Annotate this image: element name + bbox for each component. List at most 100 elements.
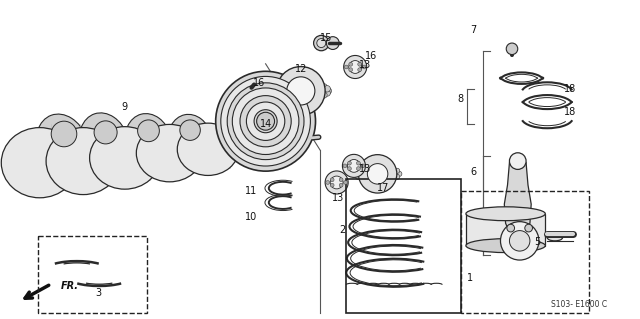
Circle shape	[314, 35, 329, 51]
Circle shape	[180, 120, 200, 140]
Circle shape	[321, 92, 327, 98]
Circle shape	[348, 161, 351, 165]
Text: 17: 17	[376, 183, 389, 193]
Circle shape	[330, 176, 343, 189]
Circle shape	[51, 121, 77, 147]
Text: 9: 9	[122, 102, 128, 112]
Circle shape	[525, 224, 532, 232]
Circle shape	[286, 94, 292, 101]
Circle shape	[349, 61, 362, 73]
Circle shape	[500, 222, 539, 260]
Circle shape	[324, 90, 330, 96]
Circle shape	[316, 93, 322, 100]
Circle shape	[257, 112, 275, 130]
Circle shape	[326, 181, 330, 184]
Text: 15: 15	[320, 33, 333, 43]
Circle shape	[263, 136, 268, 141]
Text: 16: 16	[365, 51, 378, 61]
Circle shape	[348, 167, 351, 171]
Circle shape	[309, 94, 316, 101]
Bar	[461, 191, 589, 313]
Circle shape	[388, 166, 394, 171]
Bar	[38, 236, 147, 313]
Circle shape	[326, 37, 339, 49]
Circle shape	[507, 224, 515, 232]
Circle shape	[263, 142, 268, 147]
Circle shape	[240, 96, 291, 147]
Circle shape	[290, 144, 295, 149]
Ellipse shape	[177, 123, 239, 175]
Circle shape	[227, 83, 304, 160]
Circle shape	[275, 92, 281, 98]
Circle shape	[309, 81, 316, 87]
Circle shape	[276, 67, 325, 115]
Text: 6: 6	[470, 167, 477, 177]
Text: 12: 12	[294, 63, 307, 74]
Circle shape	[246, 102, 285, 140]
Ellipse shape	[1, 128, 78, 198]
Circle shape	[321, 84, 327, 90]
Circle shape	[275, 145, 280, 150]
Ellipse shape	[466, 207, 545, 221]
Ellipse shape	[36, 114, 90, 179]
Circle shape	[380, 178, 385, 183]
Circle shape	[330, 178, 334, 182]
Circle shape	[268, 144, 273, 149]
Text: 18: 18	[563, 84, 576, 94]
Circle shape	[317, 39, 326, 48]
Circle shape	[271, 90, 278, 96]
Text: 10: 10	[244, 212, 257, 222]
FancyBboxPatch shape	[466, 214, 545, 246]
Circle shape	[361, 164, 365, 168]
Circle shape	[395, 174, 400, 180]
Text: 18: 18	[563, 107, 576, 117]
Circle shape	[370, 164, 375, 169]
Circle shape	[275, 132, 280, 138]
Circle shape	[301, 80, 308, 87]
Circle shape	[290, 134, 295, 139]
Ellipse shape	[125, 114, 172, 170]
Text: 1: 1	[467, 272, 474, 283]
Circle shape	[509, 231, 530, 251]
Circle shape	[506, 43, 518, 55]
Circle shape	[395, 168, 400, 173]
Circle shape	[295, 142, 300, 147]
Ellipse shape	[547, 234, 563, 241]
Circle shape	[370, 178, 375, 183]
Circle shape	[330, 183, 334, 187]
Circle shape	[325, 88, 332, 94]
Circle shape	[283, 145, 288, 150]
Circle shape	[349, 68, 353, 72]
Text: 16: 16	[253, 78, 266, 88]
Circle shape	[280, 93, 286, 100]
Circle shape	[232, 88, 299, 154]
Polygon shape	[504, 160, 531, 238]
Circle shape	[344, 65, 348, 69]
Circle shape	[286, 81, 292, 87]
Circle shape	[324, 85, 330, 92]
Circle shape	[275, 84, 281, 90]
Circle shape	[362, 177, 367, 182]
Ellipse shape	[266, 129, 298, 154]
Circle shape	[270, 88, 276, 94]
Ellipse shape	[79, 113, 129, 174]
Circle shape	[342, 154, 365, 177]
Ellipse shape	[90, 127, 160, 189]
Text: 14: 14	[259, 119, 272, 130]
Circle shape	[358, 155, 397, 193]
Text: 11: 11	[244, 186, 257, 197]
Text: 7: 7	[470, 25, 477, 35]
Circle shape	[283, 132, 288, 138]
Circle shape	[509, 153, 526, 169]
Text: 13: 13	[358, 164, 371, 174]
Circle shape	[397, 171, 402, 176]
Circle shape	[221, 77, 310, 166]
Text: 2: 2	[339, 225, 346, 235]
Circle shape	[348, 160, 360, 172]
Circle shape	[280, 82, 286, 88]
Circle shape	[294, 95, 300, 101]
Circle shape	[339, 178, 343, 182]
Circle shape	[388, 177, 394, 182]
Ellipse shape	[168, 115, 212, 166]
Text: 13: 13	[358, 60, 371, 70]
